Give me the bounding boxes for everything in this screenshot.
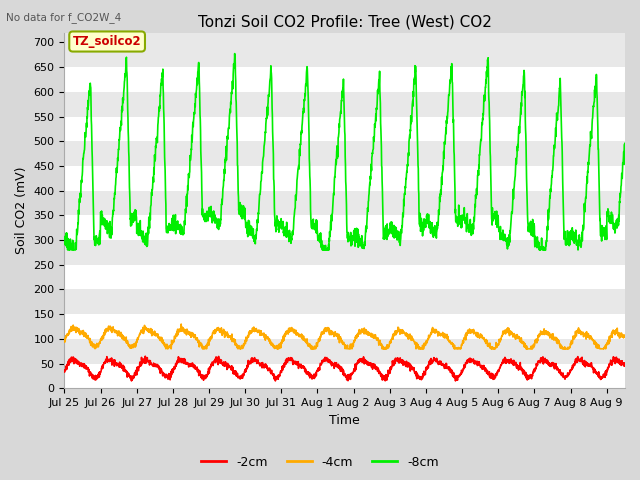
Bar — [65, 67, 625, 92]
Text: No data for f_CO2W_4: No data for f_CO2W_4 — [6, 12, 122, 23]
Text: TZ_soilco2: TZ_soilco2 — [73, 35, 141, 48]
Bar — [65, 216, 625, 240]
Bar — [65, 191, 625, 216]
Bar — [65, 364, 625, 388]
Bar — [65, 240, 625, 265]
Bar — [65, 42, 625, 67]
Bar — [65, 265, 625, 289]
X-axis label: Time: Time — [329, 414, 360, 427]
Bar — [65, 92, 625, 117]
Bar — [65, 339, 625, 364]
Y-axis label: Soil CO2 (mV): Soil CO2 (mV) — [15, 167, 28, 254]
Bar — [65, 141, 625, 166]
Bar — [65, 166, 625, 191]
Title: Tonzi Soil CO2 Profile: Tree (West) CO2: Tonzi Soil CO2 Profile: Tree (West) CO2 — [198, 15, 492, 30]
Legend: -2cm, -4cm, -8cm: -2cm, -4cm, -8cm — [196, 451, 444, 474]
Bar — [65, 314, 625, 339]
Bar — [65, 117, 625, 141]
Bar — [65, 289, 625, 314]
